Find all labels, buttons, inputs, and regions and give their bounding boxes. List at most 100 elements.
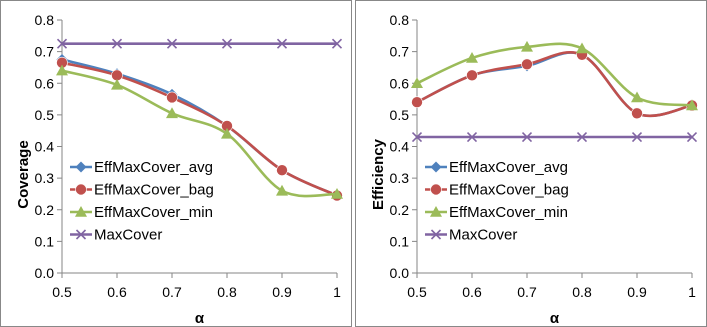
y-tick-label: 0.0: [390, 265, 410, 281]
y-axis-title: Coverage: [15, 140, 32, 208]
y-tick-label: 0.5: [35, 107, 55, 123]
legend-marker: [430, 161, 442, 173]
x-tick-label: 0.6: [107, 284, 127, 300]
legend-label: EffMaxCover_avg: [94, 159, 213, 176]
data-point: [576, 131, 588, 143]
y-tick-label: 0.2: [35, 202, 55, 218]
y-tick-label: 0.1: [390, 233, 410, 249]
data-point: [56, 64, 68, 76]
data-point: [686, 131, 698, 143]
series-effmaxcover-min: [56, 64, 343, 199]
x-tick-label: 0.5: [52, 284, 72, 300]
y-tick-label: 0.0: [35, 265, 55, 281]
x-tick-label: 0.8: [217, 284, 237, 300]
data-point: [166, 91, 178, 104]
legend-label: EffMaxCover_avg: [449, 159, 568, 176]
y-tick-label: 0.2: [390, 202, 410, 218]
series-effmaxcover-bag: [56, 56, 343, 202]
data-point: [166, 38, 178, 49]
y-tick-label: 0.7: [390, 44, 410, 60]
x-tick-label: 1: [688, 284, 696, 300]
data-point: [686, 99, 698, 111]
data-point: [276, 184, 288, 196]
data-point: [331, 38, 343, 49]
legend-label: EffMaxCover_bag: [449, 182, 569, 199]
x-tick-label: 1: [333, 284, 341, 300]
data-point: [111, 78, 123, 90]
x-tick-label: 0.5: [407, 284, 427, 300]
legend-label: MaxCover: [94, 227, 162, 244]
y-tick-label: 0.4: [35, 139, 55, 155]
x-tick-label: 0.8: [572, 284, 592, 300]
efficiency-chart-panel: 0.0 0.1 0.2 0.3 0.4 0.5 0.6 0.7 0.8 0.5 0.6 0.7 0.8 0…: [355, 0, 707, 327]
y-tick-label: 0.8: [35, 12, 55, 28]
legend-label: EffMaxCover_min: [94, 204, 213, 221]
legend-item: EffMaxCover_bag: [70, 182, 214, 199]
data-point: [331, 187, 343, 199]
data-point: [166, 107, 178, 119]
data-point: [631, 107, 643, 120]
y-tick-label: 0.1: [35, 233, 55, 249]
y-tick-label: 0.7: [35, 44, 55, 60]
legend-marker: [75, 206, 87, 217]
legend-label: EffMaxCover_bag: [94, 182, 214, 199]
x-tick-label: 0.7: [517, 284, 537, 300]
data-point: [466, 131, 478, 143]
efficiency-chart: 0.0 0.1 0.2 0.3 0.4 0.5 0.6 0.7 0.8 0.5 0.6 0.7 0.8 0…: [355, 0, 707, 327]
legend-item: EffMaxCover_min: [425, 204, 568, 221]
data-point: [411, 96, 423, 109]
legend-marker: [75, 183, 87, 196]
x-tick-label: 0.6: [462, 284, 482, 300]
legend-item: MaxCover: [70, 227, 162, 244]
legend-item: EffMaxCover_bag: [425, 182, 569, 199]
y-axis-title: Efficiency: [370, 138, 387, 210]
data-point: [411, 77, 423, 89]
legend-marker: [430, 206, 442, 217]
y-tick-label: 0.4: [390, 139, 410, 155]
data-point: [466, 51, 478, 63]
y-tick-label: 0.5: [390, 107, 410, 123]
x-tick-label: 0.9: [272, 284, 292, 300]
legend-marker: [430, 183, 442, 196]
legend: EffMaxCover_avg EffMaxCover_bag EffMaxCove…: [70, 159, 214, 244]
y-tick-label: 0.6: [35, 75, 55, 91]
legend-label: MaxCover: [449, 227, 517, 244]
legend-marker: [75, 229, 87, 240]
data-point: [466, 69, 478, 82]
series-maxcover: [56, 38, 343, 49]
data-point: [276, 38, 288, 49]
y-tick-label: 0.3: [390, 170, 410, 186]
x-axis-title: α: [195, 310, 205, 327]
x-tick-label: 0.9: [627, 284, 647, 300]
data-point: [631, 131, 643, 143]
series-maxcover: [411, 131, 698, 143]
chart-frame: [0, 0, 352, 327]
data-point: [221, 38, 233, 49]
data-point: [631, 91, 643, 103]
data-point: [276, 164, 288, 177]
legend-item: EffMaxCover_avg: [425, 159, 568, 176]
legend-label: EffMaxCover_min: [449, 204, 568, 221]
x-axis-title: α: [550, 310, 560, 327]
legend-marker: [75, 161, 87, 173]
data-point: [521, 58, 533, 71]
y-tick-label: 0.6: [390, 75, 410, 91]
legend-item: MaxCover: [425, 227, 517, 244]
data-point: [56, 38, 68, 49]
coverage-chart: 0.0 0.1 0.2 0.3 0.4 0.5 0.6 0.7 0.8 0.5 0.6 0.7 0.8 0…: [0, 0, 352, 327]
legend: EffMaxCover_avg EffMaxCover_bag EffMaxCove…: [425, 159, 569, 244]
chart-frame: [355, 0, 707, 327]
y-tick-label: 0.3: [35, 170, 55, 186]
data-point: [521, 131, 533, 143]
data-point: [221, 127, 233, 139]
legend-marker: [430, 229, 442, 240]
data-point: [411, 131, 423, 143]
series-effmaxcover-min: [411, 40, 698, 111]
coverage-chart-panel: 0.0 0.1 0.2 0.3 0.4 0.5 0.6 0.7 0.8 0.5 0.6 0.7 0.8 0…: [0, 0, 352, 327]
data-point: [521, 40, 533, 52]
data-point: [111, 38, 123, 49]
data-point: [576, 42, 588, 54]
y-tick-label: 0.8: [390, 12, 410, 28]
legend-item: EffMaxCover_avg: [70, 159, 213, 176]
x-tick-label: 0.7: [162, 284, 182, 300]
